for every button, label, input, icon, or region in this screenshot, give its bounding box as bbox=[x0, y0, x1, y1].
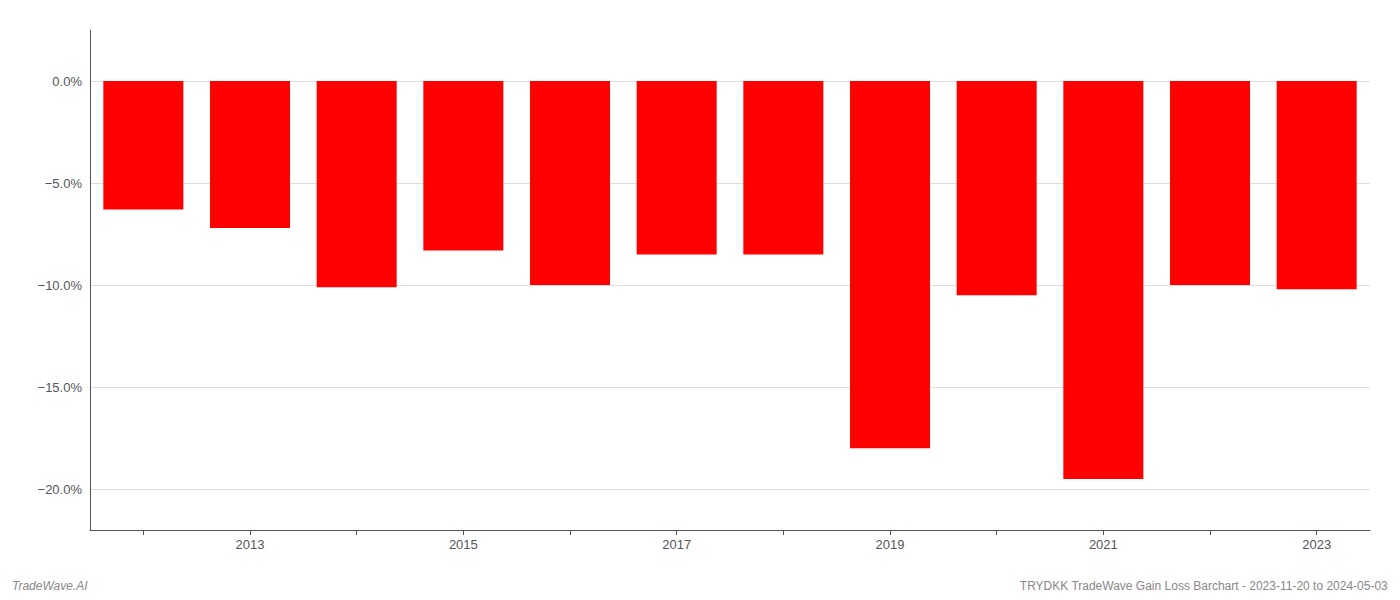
svg-text:−10.0%: −10.0% bbox=[38, 278, 83, 293]
svg-text:2019: 2019 bbox=[876, 537, 905, 552]
svg-text:−20.0%: −20.0% bbox=[38, 482, 83, 497]
svg-text:2015: 2015 bbox=[449, 537, 478, 552]
svg-text:TRYDKK TradeWave Gain Loss Bar: TRYDKK TradeWave Gain Loss Barchart - 20… bbox=[1020, 579, 1388, 593]
svg-text:−15.0%: −15.0% bbox=[38, 380, 83, 395]
svg-text:0.0%: 0.0% bbox=[52, 74, 82, 89]
svg-text:−5.0%: −5.0% bbox=[45, 176, 83, 191]
svg-text:2017: 2017 bbox=[662, 537, 691, 552]
svg-text:2013: 2013 bbox=[236, 537, 265, 552]
svg-text:2023: 2023 bbox=[1302, 537, 1331, 552]
svg-text:2021: 2021 bbox=[1089, 537, 1118, 552]
svg-text:TradeWave.AI: TradeWave.AI bbox=[12, 579, 88, 593]
